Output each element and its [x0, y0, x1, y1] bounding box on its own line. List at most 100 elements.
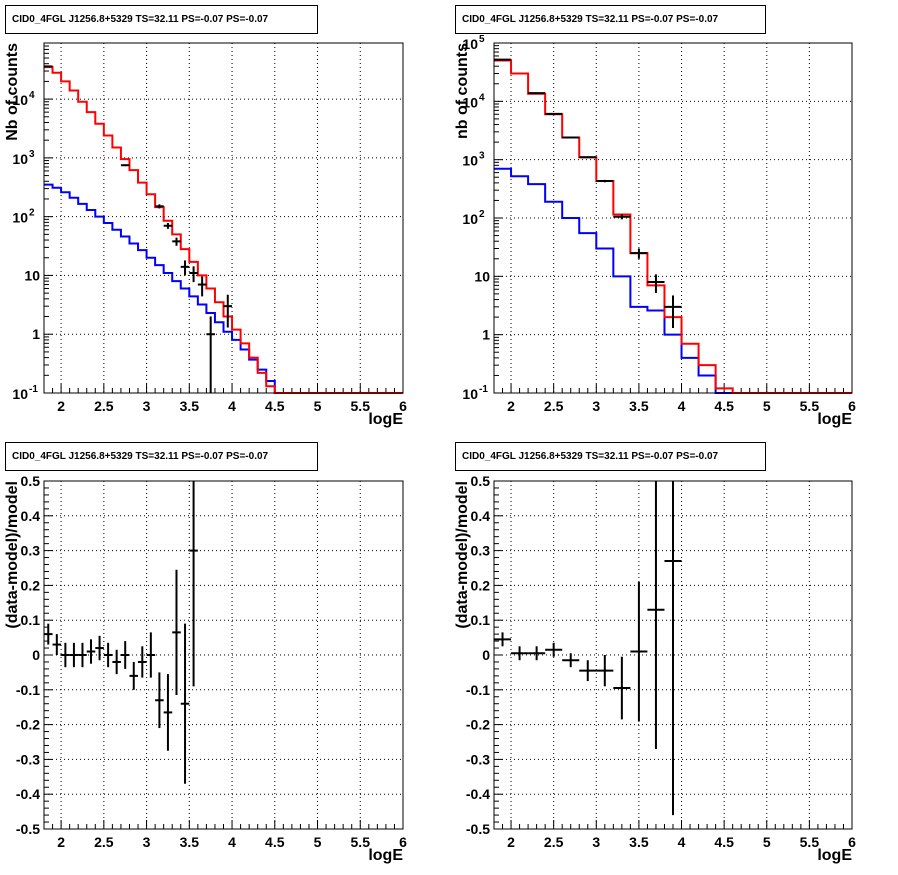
x-tick-label: 3.5 [629, 398, 649, 414]
y-tick-label: 0.1 [471, 612, 491, 628]
x-tick-label: 4 [228, 398, 236, 414]
y-tick-exponent: 4 [29, 90, 35, 101]
y-tick-label: 0.4 [471, 508, 491, 524]
y-tick-label: 0.1 [21, 612, 41, 628]
y-tick-label: 10 [474, 268, 490, 284]
plot-frame [493, 42, 853, 394]
y-tick-label: -0.4 [16, 786, 40, 802]
y-tick-label: -0.3 [16, 751, 40, 767]
x-tick-label: 5 [314, 834, 322, 850]
x-tick-label: 2.5 [94, 398, 114, 414]
y-tick-label: 10 [12, 92, 28, 108]
x-tick-label: 6 [848, 398, 856, 414]
y-tick-exponent: -1 [479, 384, 488, 395]
component-histogram [44, 183, 403, 394]
y-tick-label: 10 [462, 153, 478, 169]
y-tick-exponent: 3 [29, 149, 35, 160]
y-tick-label: 10 [12, 386, 28, 402]
x-tick-label: 2 [57, 834, 65, 850]
y-axis-title: nb of counts [454, 43, 471, 139]
x-tick-label: 4.5 [714, 398, 734, 414]
y-tick-label: -0.2 [466, 717, 490, 733]
y-tick-label: 10 [24, 267, 40, 283]
x-tick-label: 3 [592, 398, 600, 414]
x-tick-label: 3 [592, 834, 600, 850]
y-tick-label: 10 [462, 94, 478, 110]
x-tick-label: 4.5 [265, 834, 285, 850]
x-tick-label: 6 [399, 398, 407, 414]
y-tick-exponent: 4 [479, 92, 485, 103]
y-tick-label: 10 [462, 386, 478, 402]
y-tick-label: 1 [32, 326, 40, 342]
y-tick-label: 0 [482, 647, 490, 663]
component-histogram [494, 167, 852, 394]
y-tick-exponent: 2 [29, 208, 35, 219]
panel-title-bottom-right: CID0_4FGL J1256.8+5329 TS=32.11 PS=-0.07… [455, 442, 766, 471]
x-tick-label: 2.5 [544, 834, 564, 850]
y-tick-label: 0.2 [471, 577, 491, 593]
y-tick-label: -0.1 [16, 682, 40, 698]
y-tick-label: 10 [12, 151, 28, 167]
panel-title-top-right: CID0_4FGL J1256.8+5329 TS=32.11 PS=-0.07… [455, 5, 766, 34]
y-tick-label: 0.5 [21, 473, 41, 489]
y-tick-exponent: -1 [29, 384, 38, 395]
x-tick-label: 2.5 [94, 834, 114, 850]
y-tick-label: 1 [482, 327, 490, 343]
x-tick-label: 5 [763, 398, 771, 414]
x-tick-label: 2 [57, 398, 65, 414]
x-tick-label: 3.5 [180, 398, 200, 414]
x-axis-title: logE [368, 847, 403, 864]
x-tick-label: 4 [678, 398, 686, 414]
x-tick-label: 5.5 [351, 834, 371, 850]
x-tick-label: 4 [678, 834, 686, 850]
y-tick-label: -0.4 [466, 786, 490, 802]
y-tick-label: -0.1 [466, 682, 490, 698]
panel-title-top-left: CID0_4FGL J1256.8+5329 TS=32.11 PS=-0.07… [5, 5, 318, 34]
x-tick-label: 3.5 [629, 834, 649, 850]
y-tick-label: -0.3 [466, 751, 490, 767]
chart-panel-2: 2 2.5 3 3.5 4 4.5 5 5.5 6 -0.5 -0.4 -0.3 -0.2 -0.1 0 0.… [4, 473, 407, 864]
x-axis-title: logE [817, 847, 852, 864]
x-tick-label: 5.5 [800, 398, 820, 414]
y-tick-label: 0 [32, 647, 40, 663]
y-axis-title: (data-model)/model [454, 481, 471, 629]
x-tick-label: 5 [763, 834, 771, 850]
plot-frame [493, 480, 853, 830]
y-tick-label: 0.3 [471, 543, 491, 559]
y-tick-label: -0.5 [16, 821, 40, 837]
x-tick-label: 2 [507, 834, 515, 850]
plot-frame [43, 42, 404, 394]
total-model-histogram [44, 66, 403, 394]
y-tick-label: 0.4 [21, 508, 41, 524]
y-tick-label: 0.5 [471, 473, 491, 489]
x-tick-label: 3 [143, 834, 151, 850]
y-tick-exponent: 5 [479, 34, 485, 45]
chart-panel-3: 2 2.5 3 3.5 4 4.5 5 5.5 6 -0.5 -0.4 -0.3 -0.2 -0.1 0 0.… [454, 473, 856, 864]
x-tick-label: 4.5 [265, 398, 285, 414]
x-tick-label: 2.5 [544, 398, 564, 414]
y-tick-label: 10 [462, 211, 478, 227]
total-model-histogram [494, 59, 852, 394]
x-tick-label: 6 [848, 834, 856, 850]
y-tick-label: -0.5 [466, 821, 490, 837]
x-tick-label: 2 [507, 398, 515, 414]
x-tick-label: 3.5 [180, 834, 200, 850]
y-tick-label: 0.2 [21, 577, 41, 593]
x-tick-label: 5 [314, 398, 322, 414]
x-tick-label: 6 [399, 834, 407, 850]
x-axis-title: logE [368, 411, 403, 428]
y-tick-label: 10 [462, 36, 478, 52]
panel-title-bottom-left: CID0_4FGL J1256.8+5329 TS=32.11 PS=-0.07… [5, 442, 318, 471]
x-tick-label: 5.5 [800, 834, 820, 850]
plot-frame [43, 480, 404, 830]
x-tick-label: 4.5 [714, 834, 734, 850]
y-tick-exponent: 3 [479, 151, 485, 162]
x-tick-label: 3 [143, 398, 151, 414]
x-tick-label: 4 [228, 834, 236, 850]
y-tick-exponent: 2 [479, 209, 485, 220]
y-axis-title: (data-model)/model [4, 481, 21, 629]
x-axis-title: logE [817, 411, 852, 428]
